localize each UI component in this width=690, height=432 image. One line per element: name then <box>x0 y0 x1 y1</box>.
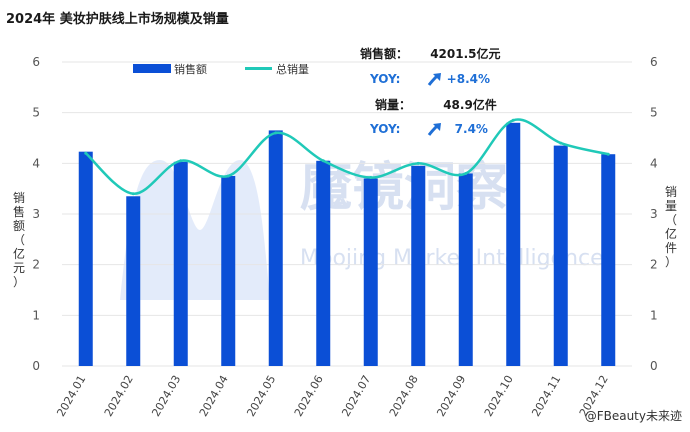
x-tick-label: 2024.10 <box>482 373 516 419</box>
x-tick-label: 2024.05 <box>244 373 278 419</box>
bar <box>316 160 331 366</box>
y-axis-label-right: 销量（亿件） <box>665 185 677 269</box>
bar <box>458 173 473 366</box>
axis-label-char: ） <box>13 275 25 289</box>
line-point <box>274 131 278 135</box>
line-point <box>84 151 88 155</box>
line-point <box>606 152 610 156</box>
trend-up-icon <box>427 123 441 136</box>
bar <box>411 165 426 366</box>
x-tick-label: 2024.07 <box>339 373 373 419</box>
legend-bar-swatch <box>133 64 171 73</box>
y-tick-right: 1 <box>650 308 658 322</box>
y-tick-left: 4 <box>32 156 40 170</box>
axis-label-char: 量 <box>665 199 677 213</box>
sales-amount-annotation: 销售额： 4201.5亿元 <box>360 45 501 62</box>
bar <box>601 154 616 366</box>
axis-label-char: 销 <box>665 185 677 199</box>
y-tick-right: 0 <box>650 359 658 373</box>
axis-label-char: （ <box>665 213 677 227</box>
x-tick-label: 2024.09 <box>434 373 468 419</box>
bar <box>363 178 378 366</box>
sales-volume-value: 48.9亿件 <box>443 98 497 112</box>
y-tick-left: 0 <box>32 359 40 373</box>
yoy-volume-value: 7.4% <box>454 122 488 136</box>
sales-volume-annotation: 销量： 48.9亿件 <box>375 96 497 113</box>
watermark-logo <box>120 160 270 300</box>
bar <box>553 145 568 366</box>
yoy-volume-label: YOY: <box>370 122 401 136</box>
bar <box>221 176 236 366</box>
y-tick-right: 6 <box>650 55 658 69</box>
sales-amount-label: 销售额： <box>360 47 409 61</box>
line-point <box>416 161 420 165</box>
chart-title: 2024年 美妆护肤线上市场规模及销量 <box>6 12 229 27</box>
line-point <box>559 141 563 145</box>
trend-up-icon <box>427 73 441 86</box>
bar <box>268 130 283 366</box>
axis-label-char: 亿 <box>665 226 677 241</box>
y-tick-right: 2 <box>650 258 658 272</box>
bar <box>506 122 521 366</box>
line-point <box>131 192 135 196</box>
axis-label-char: 亿 <box>13 246 25 261</box>
axis-label-char: 件 <box>665 241 677 255</box>
x-tick-label: 2024.01 <box>54 373 88 419</box>
y-tick-right: 5 <box>650 106 658 120</box>
x-tick-label: 2024.04 <box>197 373 231 419</box>
y-tick-left: 2 <box>32 258 40 272</box>
y-tick-left: 3 <box>32 207 40 221</box>
yoy-volume-annotation: YOY: 7.4% <box>370 122 488 136</box>
x-tick-label: 2024.02 <box>102 373 136 419</box>
yoy-amount-label: YOY: <box>370 72 401 86</box>
x-tick-label: 2024.03 <box>149 373 183 419</box>
axis-label-char: （ <box>13 233 25 247</box>
x-tick-label: 2024.06 <box>292 373 326 419</box>
y-tick-left: 6 <box>32 55 40 69</box>
yoy-amount-value: +8.4% <box>446 72 491 86</box>
legend-line-label: 总销量 <box>276 62 309 76</box>
line-point <box>321 159 325 163</box>
axis-label-char: 元 <box>13 261 25 275</box>
line-point <box>464 171 468 175</box>
source-footer: @FBeauty未来迹 <box>584 409 682 423</box>
line-point <box>369 176 373 180</box>
yoy-amount-annotation: YOY: +8.4% <box>370 72 490 86</box>
axis-label-char: 额 <box>13 219 25 233</box>
watermark-english: Moojing Market Intelligence <box>300 246 604 271</box>
axis-label-char: 销 <box>13 191 25 205</box>
bar <box>78 151 93 366</box>
y-tick-right: 3 <box>650 207 658 221</box>
sales-amount-value: 4201.5亿元 <box>430 47 501 61</box>
line-point <box>226 174 230 178</box>
y-tick-left: 1 <box>32 308 40 322</box>
bar <box>173 161 188 366</box>
axis-label-char: ） <box>665 255 677 269</box>
legend: 销售额 总销量 <box>133 62 309 76</box>
bar <box>126 196 141 366</box>
x-tick-label: 2024.08 <box>387 373 421 419</box>
axis-label-char: 售 <box>13 204 25 219</box>
line-point <box>511 118 515 122</box>
line-point <box>179 159 183 163</box>
y-tick-right: 4 <box>650 156 658 170</box>
y-tick-left: 5 <box>32 106 40 120</box>
x-tick-label: 2024.11 <box>529 373 563 419</box>
legend-bar-label: 销售额 <box>174 62 207 76</box>
y-axis-label-left: 销售额（亿元） <box>13 191 25 289</box>
sales-volume-label: 销量： <box>375 98 412 112</box>
